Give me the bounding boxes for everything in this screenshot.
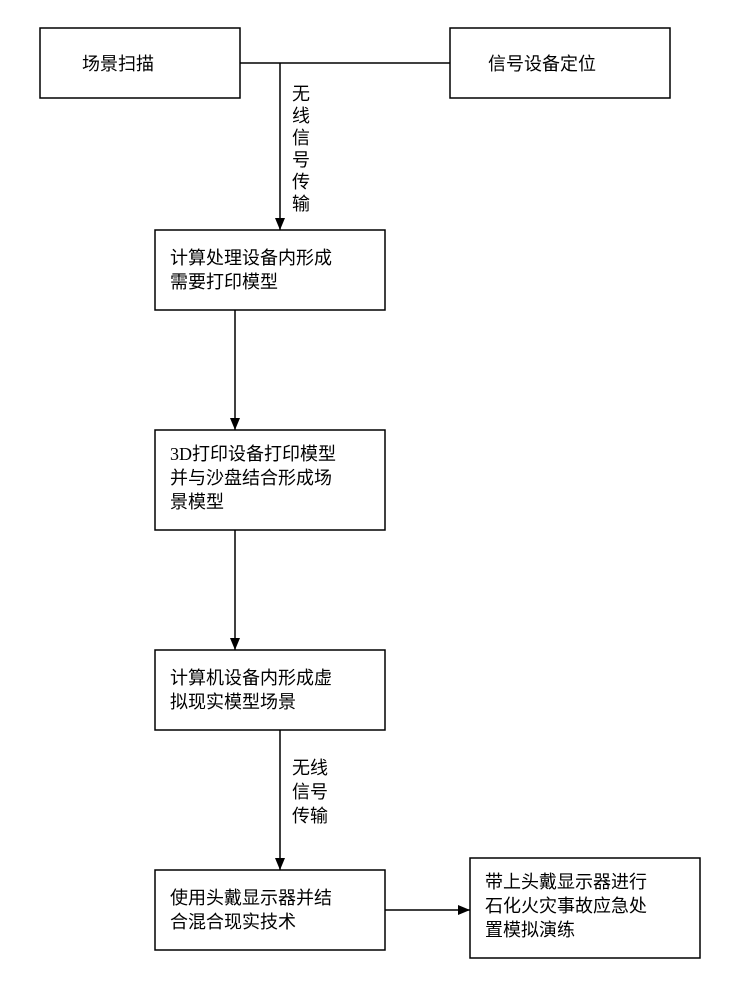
flow-node: 使用头戴显示器并结合混合现实技术 (155, 870, 385, 950)
flow-node: 带上头戴显示器进行石化火灾事故应急处置模拟演练 (470, 858, 700, 958)
flow-node: 计算机设备内形成虚拟现实模型场景 (155, 650, 385, 730)
flow-node: 计算处理设备内形成需要打印模型 (155, 230, 385, 310)
edge-label: 无线信号传输 (292, 758, 328, 826)
flow-node: 场景扫描 (40, 28, 240, 98)
flow-node: 3D打印设备打印模型并与沙盘结合形成场景模型 (155, 430, 385, 530)
node-label: 信号设备定位 (488, 54, 596, 74)
flow-node: 信号设备定位 (450, 28, 670, 98)
node-label: 场景扫描 (82, 54, 154, 74)
